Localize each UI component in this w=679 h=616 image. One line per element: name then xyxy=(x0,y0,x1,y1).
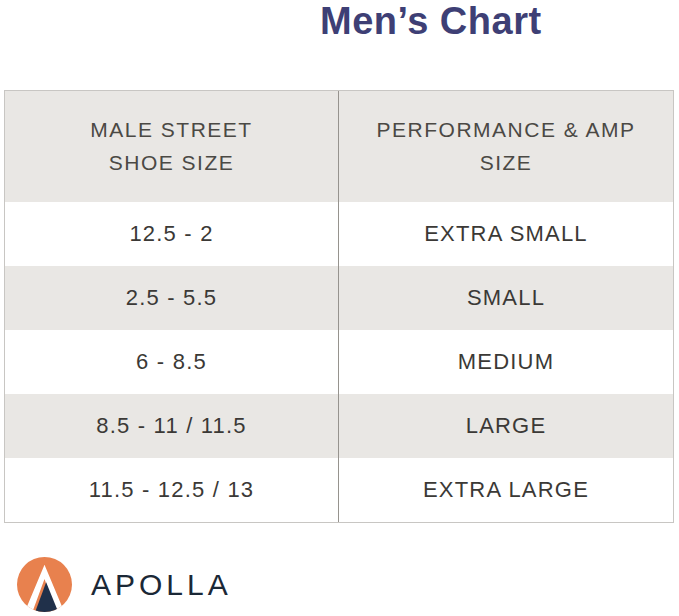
table-header-row: MALE STREET SHOE SIZE PERFORMANCE & AMP … xyxy=(5,91,673,202)
cell-amp-size: LARGE xyxy=(339,394,673,458)
cell-shoe-size: 12.5 - 2 xyxy=(5,202,339,266)
brand-name: APOLLA xyxy=(91,568,232,602)
table-row: 11.5 - 12.5 / 13 EXTRA LARGE xyxy=(5,458,673,522)
column-header-line: PERFORMANCE & AMP xyxy=(377,114,636,147)
table-row: 8.5 - 11 / 11.5 LARGE xyxy=(5,394,673,458)
cell-amp-size: EXTRA SMALL xyxy=(339,202,673,266)
column-header-line: SIZE xyxy=(480,147,533,180)
column-header-shoe-size: MALE STREET SHOE SIZE xyxy=(5,91,339,202)
cell-amp-size: SMALL xyxy=(339,266,673,330)
column-header-line: MALE STREET xyxy=(90,114,252,147)
column-header-line: SHOE SIZE xyxy=(109,147,235,180)
table-row: 12.5 - 2 EXTRA SMALL xyxy=(5,202,673,266)
table-row: 2.5 - 5.5 SMALL xyxy=(5,266,673,330)
cell-shoe-size: 11.5 - 12.5 / 13 xyxy=(5,458,339,522)
cell-shoe-size: 6 - 8.5 xyxy=(5,330,339,394)
size-chart-table: MALE STREET SHOE SIZE PERFORMANCE & AMP … xyxy=(4,90,674,523)
cell-amp-size: EXTRA LARGE xyxy=(339,458,673,522)
brand-footer: APOLLA xyxy=(17,557,232,612)
page-title: Men’s Chart xyxy=(320,0,542,43)
cell-shoe-size: 2.5 - 5.5 xyxy=(5,266,339,330)
column-header-amp-size: PERFORMANCE & AMP SIZE xyxy=(339,91,673,202)
cell-shoe-size: 8.5 - 11 / 11.5 xyxy=(5,394,339,458)
table-row: 6 - 8.5 MEDIUM xyxy=(5,330,673,394)
apolla-a-mark-icon xyxy=(17,557,72,612)
cell-amp-size: MEDIUM xyxy=(339,330,673,394)
